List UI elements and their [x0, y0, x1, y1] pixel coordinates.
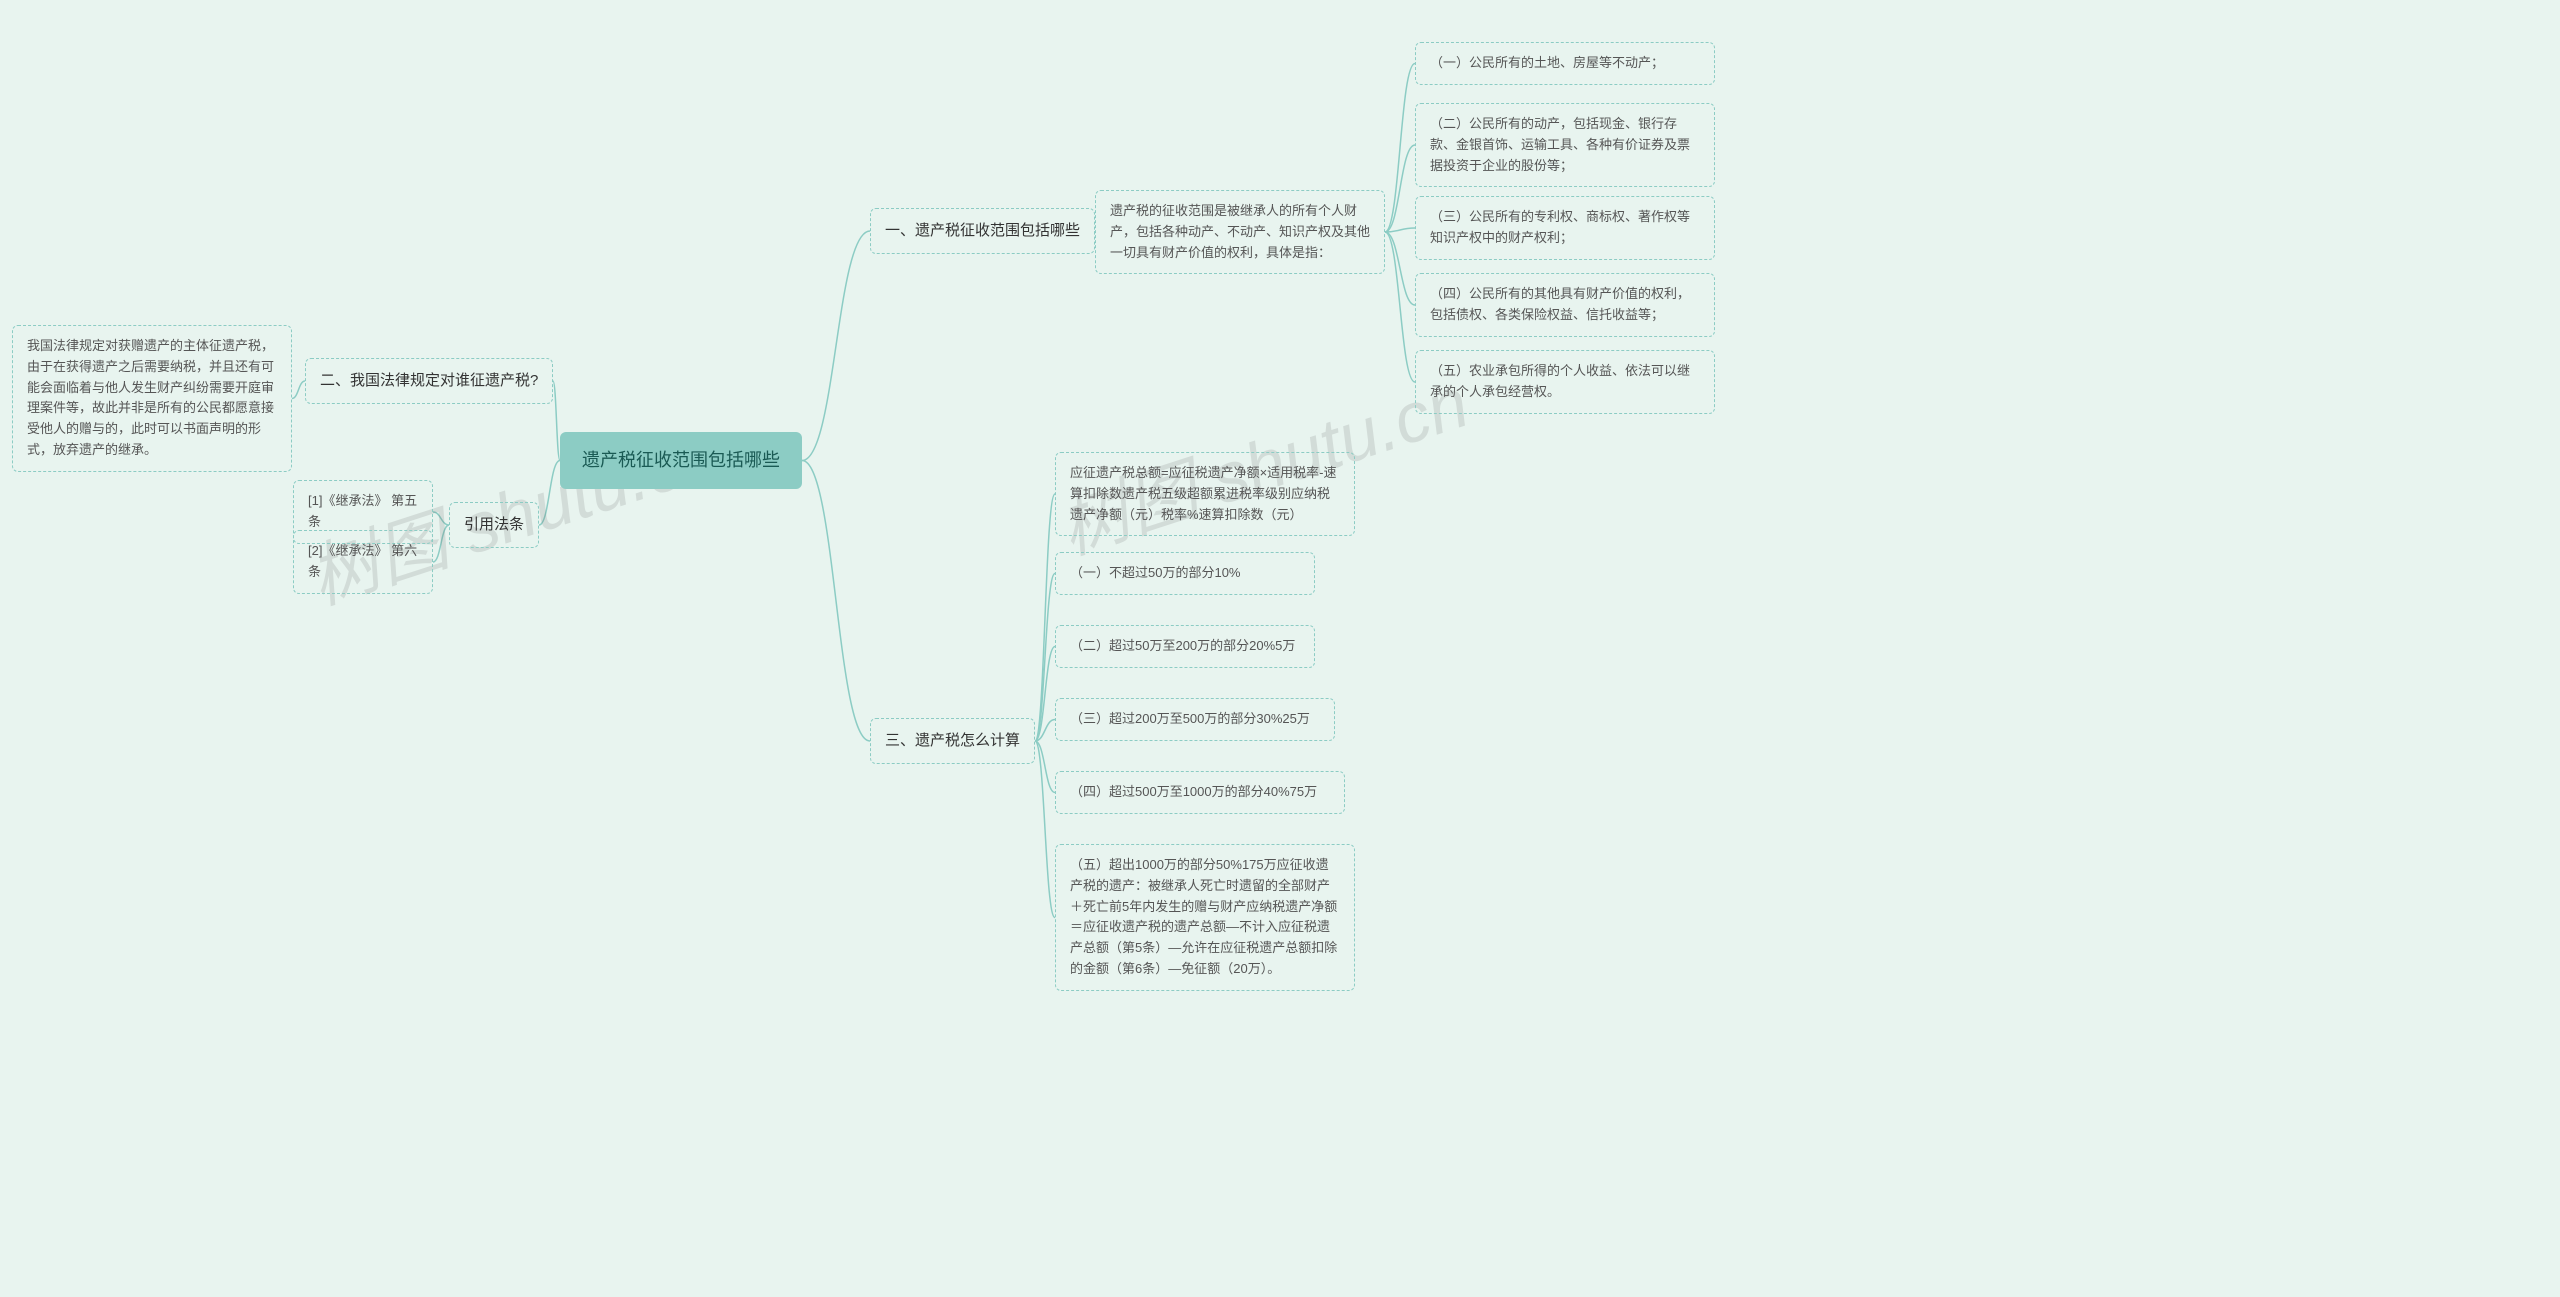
calc-bracket-4[interactable]: （四）超过500万至1000万的部分40%75万 — [1055, 771, 1345, 814]
calc-bracket-1[interactable]: （一）不超过50万的部分10% — [1055, 552, 1315, 595]
scope-item-4[interactable]: （四）公民所有的其他具有财产价值的权利，包括债权、各类保险权益、信托收益等； — [1415, 273, 1715, 337]
law-ref-2[interactable]: [2]《继承法》 第六条 — [293, 530, 433, 594]
calc-bracket-5[interactable]: （五）超出1000万的部分50%175万应征收遗产税的遗产：被继承人死亡时遗留的… — [1055, 844, 1355, 991]
who-detail[interactable]: 我国法律规定对获赠遗产的主体征遗产税，由于在获得遗产之后需要纳税，并且还有可能会… — [12, 325, 292, 472]
calc-bracket-3[interactable]: （三）超过200万至500万的部分30%25万 — [1055, 698, 1335, 741]
mindmap-root[interactable]: 遗产税征收范围包括哪些 — [560, 432, 802, 489]
branch-calculation[interactable]: 三、遗产税怎么计算 — [870, 718, 1035, 764]
branch-law[interactable]: 引用法条 — [449, 502, 539, 548]
scope-item-5[interactable]: （五）农业承包所得的个人收益、依法可以继承的个人承包经营权。 — [1415, 350, 1715, 414]
scope-item-1[interactable]: （一）公民所有的土地、房屋等不动产； — [1415, 42, 1715, 85]
calc-bracket-2[interactable]: （二）超过50万至200万的部分20%5万 — [1055, 625, 1315, 668]
scope-item-3[interactable]: （三）公民所有的专利权、商标权、著作权等知识产权中的财产权利； — [1415, 196, 1715, 260]
scope-summary[interactable]: 遗产税的征收范围是被继承人的所有个人财产，包括各种动产、不动产、知识产权及其他一… — [1095, 190, 1385, 274]
scope-item-2[interactable]: （二）公民所有的动产，包括现金、银行存款、金银首饰、运输工具、各种有价证券及票据… — [1415, 103, 1715, 187]
branch-scope[interactable]: 一、遗产税征收范围包括哪些 — [870, 208, 1095, 254]
branch-who[interactable]: 二、我国法律规定对谁征遗产税? — [305, 358, 553, 404]
calc-formula[interactable]: 应征遗产税总额=应征税遗产净额×适用税率-速算扣除数遗产税五级超额累进税率级别应… — [1055, 452, 1355, 536]
